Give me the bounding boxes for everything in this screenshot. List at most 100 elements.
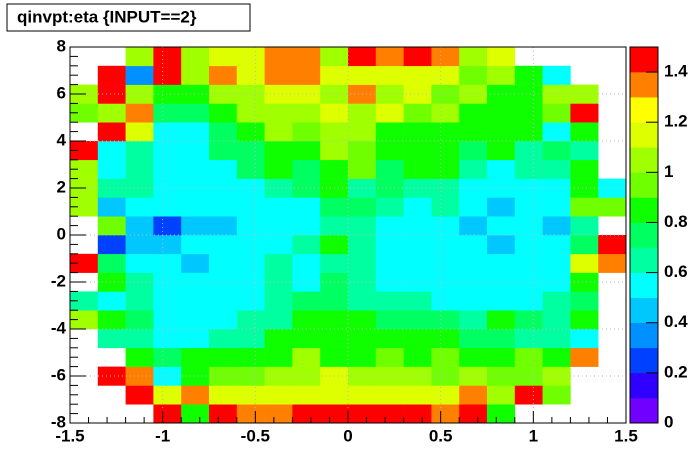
cell [514,216,543,236]
cell [459,141,488,161]
cell [125,253,154,273]
cell [542,122,571,142]
cell [181,197,210,217]
cell [348,310,377,330]
cell [487,47,516,67]
cell [181,84,210,104]
cell [431,404,460,424]
cell [348,329,377,349]
cell [487,404,516,424]
cell [236,197,265,217]
cell [70,310,99,330]
cell [375,103,404,123]
cell [348,253,377,273]
cell [264,65,293,85]
cell [97,84,126,104]
cell [375,65,404,85]
cell [181,122,210,142]
color-bar-band [630,122,658,148]
color-bar-band [630,297,658,324]
cell [292,291,321,311]
cell [181,103,210,123]
cell [292,103,321,123]
cell [514,159,543,179]
cell [542,235,571,255]
cell [320,329,349,349]
cell [97,329,126,349]
color-bar-band [630,347,658,374]
cell [209,197,238,217]
cell [487,141,516,161]
y-tick-label: 6 [57,83,66,102]
cell [514,122,543,142]
cell [181,385,210,405]
cell [487,122,516,142]
cell [487,197,516,217]
cell [181,291,210,311]
cell [292,141,321,161]
cell [570,197,599,217]
cell [348,159,377,179]
cell [375,310,404,330]
cell [125,347,154,367]
cell [514,103,543,123]
cell [459,84,488,104]
cell [320,47,349,67]
color-bar-band [630,222,658,248]
cell [431,253,460,273]
cell [431,291,460,311]
cell [153,84,182,104]
cell [431,178,460,198]
cell [236,122,265,142]
cell [348,291,377,311]
cell [153,253,182,273]
x-tick-label: -1.5 [55,426,84,445]
cell [403,385,432,405]
cell [264,122,293,142]
cell [459,65,488,85]
cell [264,47,293,67]
cell [348,141,377,161]
cell [97,310,126,330]
cell [403,366,432,386]
cell [181,310,210,330]
cell [97,366,126,386]
x-tick-label: -1 [155,426,170,445]
x-tick-label: 0.5 [429,426,453,445]
cell [264,141,293,161]
cell [70,197,99,217]
cell [570,272,599,292]
cell [125,366,154,386]
cell [487,103,516,123]
cell [236,253,265,273]
x-tick-label: 1 [529,426,538,445]
cell [431,47,460,67]
cell [264,235,293,255]
cell [70,159,99,179]
cell [403,141,432,161]
cell [236,216,265,236]
cell [181,366,210,386]
cell [542,178,571,198]
cell [153,310,182,330]
cell [153,385,182,405]
cell [487,159,516,179]
cell [236,385,265,405]
cell [292,159,321,179]
cell [320,122,349,142]
cell [209,84,238,104]
cell [153,366,182,386]
cell [153,404,182,424]
cell [320,159,349,179]
cell [348,385,377,405]
cell [431,329,460,349]
cell [292,216,321,236]
cell [570,141,599,161]
cell [403,103,432,123]
cell [125,235,154,255]
cell [70,291,99,311]
cell [459,253,488,273]
z-tick-label: 1.2 [664,112,688,131]
cell [181,253,210,273]
